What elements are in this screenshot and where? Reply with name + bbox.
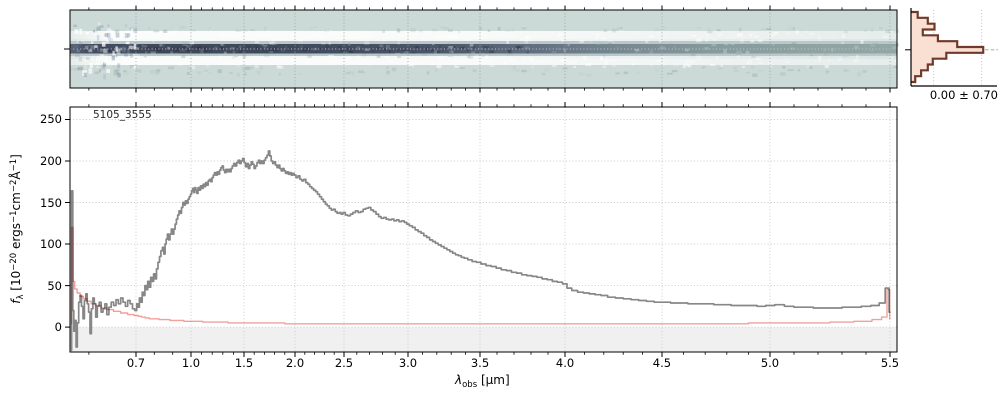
y-axis-unit-1: [10 bbox=[9, 270, 23, 295]
y-axis-symbol: f bbox=[9, 299, 23, 304]
x-axis-label: λobs [μm] bbox=[455, 373, 510, 390]
x-tick-label: 3.0 bbox=[398, 356, 418, 370]
x-tick-label: 0.7 bbox=[126, 356, 146, 370]
y-tick-label: 200 bbox=[40, 153, 62, 168]
y-tick-label: 0 bbox=[54, 320, 62, 335]
y-axis-unit-3: cm bbox=[9, 192, 23, 211]
y-axis-exp-1: −20 bbox=[9, 252, 19, 271]
y-axis-exp-4: −1 bbox=[9, 158, 19, 172]
residual-histogram-panel bbox=[905, 8, 998, 87]
y-axis-exp-2: −1 bbox=[9, 210, 19, 224]
y-axis-label: fλ [10−20 ergs−1cm−2Å−1] bbox=[9, 154, 26, 304]
x-tick-label: 3.5 bbox=[470, 356, 490, 370]
y-tick-label: 150 bbox=[40, 195, 62, 210]
x-tick-label: 5.5 bbox=[880, 356, 900, 370]
x-tick-label: 2.0 bbox=[285, 356, 305, 370]
x-axis-symbol: λ bbox=[455, 373, 463, 387]
x-axis-unit: [μm] bbox=[477, 373, 510, 387]
x-tick-label: 5.0 bbox=[760, 356, 780, 370]
y-axis-subscript: λ bbox=[16, 294, 26, 300]
y-axis-unit-2: ergs bbox=[9, 223, 23, 253]
spectrum-2d-panel bbox=[64, 5, 900, 93]
x-tick-label: 1.5 bbox=[234, 356, 254, 370]
residual-stat-label: 0.00 ± 0.70 bbox=[929, 88, 998, 102]
x-tick-label: 4.0 bbox=[555, 356, 575, 370]
x-tick-label: 2.5 bbox=[334, 356, 354, 370]
y-tick-label: 100 bbox=[40, 237, 62, 252]
y-tick-label: 250 bbox=[40, 112, 62, 127]
object-id-label: 5105_3555 bbox=[93, 109, 152, 121]
x-tick-label: 1.0 bbox=[181, 356, 201, 370]
spectrum-1d-panel bbox=[65, 102, 898, 357]
y-axis-exp-3: −2 bbox=[9, 179, 19, 193]
y-axis-unit-4: Å bbox=[9, 171, 23, 180]
x-axis-subscript: obs bbox=[462, 380, 478, 390]
x-tick-label: 4.5 bbox=[652, 356, 672, 370]
y-tick-label: 50 bbox=[47, 278, 62, 293]
